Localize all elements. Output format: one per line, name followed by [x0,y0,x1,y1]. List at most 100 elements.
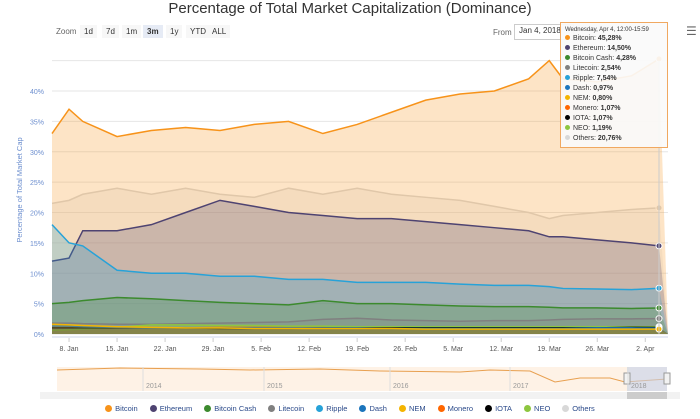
legend-dot-icon [105,405,113,412]
legend-item-ripple[interactable]: Ripple [316,404,347,413]
tooltip-header: Wednesday, Apr 4, 12:00-15:59 [565,27,649,33]
series-dot-icon [565,65,570,70]
series-dot-icon [565,85,570,90]
x-tick-label: 29. Jan [202,346,225,353]
scrollbar-thumb[interactable] [627,392,667,399]
legend-item-dash[interactable]: Dash [359,404,387,413]
tooltip-series-name: Litecoin [573,65,598,72]
zoom-button-1d[interactable]: 1d [80,25,97,38]
line-ethereum[interactable] [51,199,660,262]
y-tick-label: 30% [30,150,44,157]
x-tick-label: 5. Feb [251,346,271,353]
tooltip-item: Bitcoin Cash: 4,28% [565,54,663,64]
x-tick-label: 8. Jan [60,346,79,353]
tooltip-value: 2,54% [601,65,621,72]
line-litecoin[interactable] [52,317,660,326]
tooltip-series-name: Ripple [573,75,593,82]
zoom-button-1m[interactable]: 1m [122,25,142,38]
series-dot-icon [565,135,570,140]
tooltip-value: 1,07% [592,115,613,122]
x-tick-label: 26. Feb [393,346,417,353]
y-tick-label: 10% [30,271,44,278]
tooltip-value: 7,54% [596,75,617,82]
x-tick-label: 19. Feb [345,346,369,353]
series-dot-icon [565,105,570,110]
x-tick-label: 15. Jan [106,346,129,353]
tooltip-value: 45,28% [597,35,622,42]
legend-item-ethereum[interactable]: Ethereum [149,404,193,413]
tooltip-item: NEM: 0,80% [565,94,663,104]
navigator[interactable] [57,367,667,391]
navigator-year-label: 2018 [631,383,647,390]
legend-item-others[interactable]: Others [562,404,595,413]
series-dot-icon [565,45,570,50]
y-tick-label: 15% [30,241,44,248]
tooltip-series-name: Ethereum [573,45,604,52]
x-tick-label: 22. Jan [154,346,177,353]
tooltip-value: 4,28% [616,55,637,62]
legend-item-litecoin[interactable]: Litecoin [268,404,304,413]
legend-item-monero[interactable]: Monero [437,404,474,413]
navigator-year-label: 2015 [267,383,283,390]
legend-label: Ethereum [159,404,193,413]
series-dot-icon [565,115,570,120]
legend-label: Bitcoin [115,404,138,413]
area-ethereum [52,200,668,334]
zoom-button-ytd[interactable]: YTD [186,25,210,38]
y-tick-label: 25% [30,180,44,187]
zoom-button-all[interactable]: ALL [208,25,231,38]
line-bitcoin-cash[interactable] [51,296,660,310]
x-tick-label: 12. Feb [297,346,321,353]
navigator-handle[interactable] [623,372,631,385]
navigator-year-label: 2017 [513,383,529,390]
tooltip-value: 0,97% [593,85,614,92]
line-others[interactable] [51,187,660,220]
y-tick-label: 40% [30,89,44,96]
scrollbar-track[interactable] [40,392,680,399]
series-dot-icon [565,35,570,40]
legend-label: IOTA [495,404,513,413]
legend-item-nem[interactable]: NEM [398,404,426,413]
tooltip-item: Litecoin: 2,54% [565,64,663,74]
tooltip-series-name: NEM [573,95,589,102]
tooltip-item: Ripple: 7,54% [565,74,663,84]
zoom-button-1y[interactable]: 1y [166,25,183,38]
area-others [52,188,668,334]
legend-dot-icon [485,405,493,412]
legend-item-bitcoin[interactable]: Bitcoin [105,404,138,413]
tooltip-series-name: Bitcoin Cash [573,55,613,62]
zoom-button-7d[interactable]: 7d [102,25,119,38]
navigator-line [56,367,668,383]
legend-dot-icon [204,405,212,412]
from-label: From [493,28,512,37]
legend-item-neo[interactable]: NEO [524,404,550,413]
tooltip-value: 1,07% [600,105,621,112]
legend-item-bitcoin-cash[interactable]: Bitcoin Cash [204,404,256,413]
tooltip-item: Others: 20,76% [565,134,663,144]
x-tick-label: 26. Mar [585,346,609,353]
tooltip-series-name: NEO [573,125,589,132]
navigator-selection[interactable] [627,367,667,391]
legend-item-iota[interactable]: IOTA [485,404,512,413]
legend-label: NEM [408,404,426,413]
y-tick-label: 20% [30,211,44,218]
legend-label: Monero [447,404,474,413]
tooltip-item: Ethereum: 14,50% [565,44,663,54]
line-bitcoin[interactable] [51,58,660,138]
line-ripple[interactable] [51,224,660,291]
series-dot-icon [565,95,570,100]
line-nem[interactable] [51,323,659,330]
tooltip-value: 20,76% [597,135,622,142]
legend-dot-icon [316,405,324,412]
tooltip: Wednesday, Apr 4, 12:00-15:59 Bitcoin: 4… [560,22,668,148]
x-tick-label: 19. Mar [537,346,561,353]
tooltip-series-name: IOTA [573,115,589,122]
legend-dot-icon [398,405,406,412]
zoom-button-3m[interactable]: 3m [143,25,163,38]
series-dot-icon [565,55,570,60]
menu-icon[interactable]: ☰ [686,24,697,38]
navigator-handle[interactable] [663,372,671,385]
tooltip-series-name: Bitcoin [573,35,595,42]
